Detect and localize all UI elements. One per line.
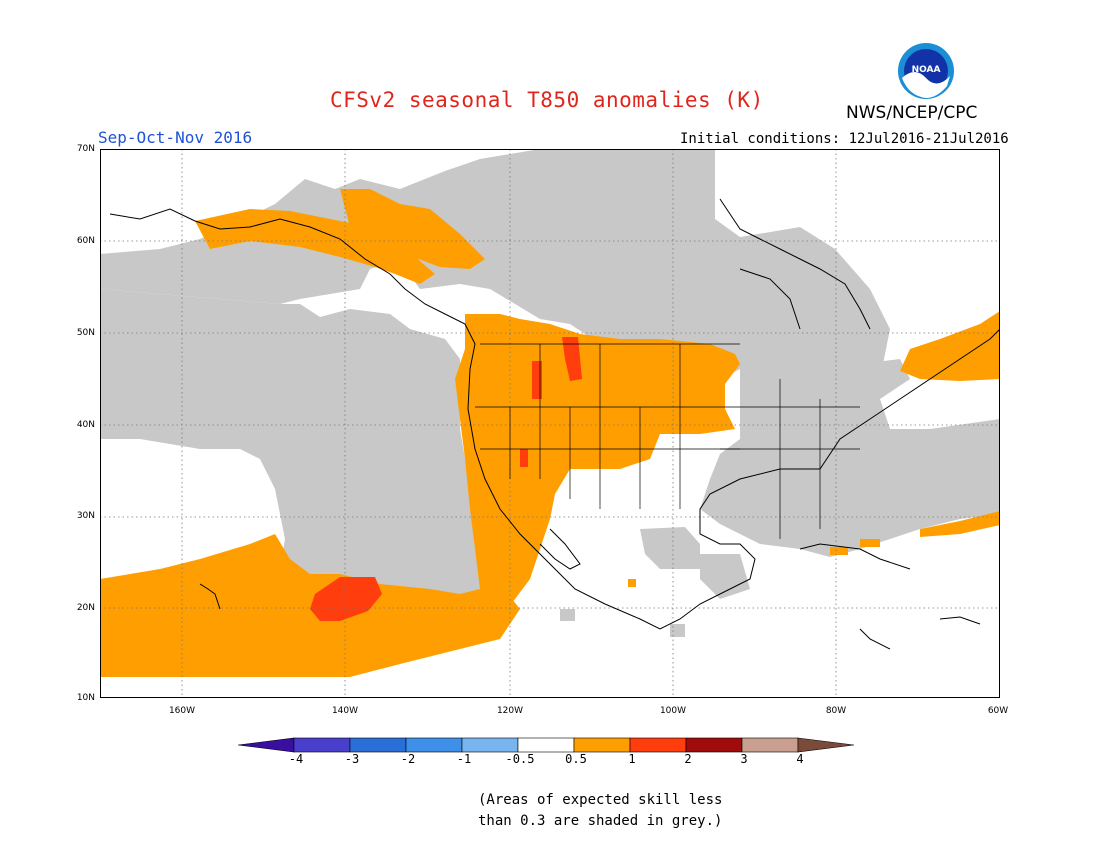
colorbar-label: -2 bbox=[400, 752, 416, 766]
lat-label: 10N bbox=[76, 693, 95, 703]
lon-label: 100W bbox=[659, 706, 687, 716]
colorbar-cell bbox=[629, 737, 687, 753]
anomaly-map bbox=[100, 149, 1000, 698]
colorbar bbox=[238, 737, 855, 753]
colorbar-cell bbox=[349, 737, 407, 753]
colorbar-label: -4 bbox=[288, 752, 304, 766]
colorbar-cell bbox=[797, 737, 855, 753]
colorbar-cell bbox=[405, 737, 463, 753]
map-gridlines bbox=[100, 149, 1000, 698]
colorbar-label: 0.5 bbox=[565, 752, 587, 766]
lon-label: 160W bbox=[168, 706, 196, 716]
skill-note-line2: than 0.3 are shaded in grey.) bbox=[478, 813, 723, 829]
skill-note-line1: (Areas of expected skill less bbox=[478, 792, 723, 808]
colorbar-label: 4 bbox=[796, 752, 804, 766]
coastlines bbox=[109, 198, 1000, 650]
state-boundaries bbox=[475, 343, 860, 539]
lon-label: 140W bbox=[331, 706, 359, 716]
colorbar-cell bbox=[573, 737, 631, 753]
lon-label: 60W bbox=[987, 706, 1009, 716]
orange-anomaly-regions bbox=[100, 189, 1000, 677]
initial-conditions-label: Initial conditions: 12Jul2016-21Jul2016 bbox=[680, 131, 1009, 147]
lat-label: 40N bbox=[76, 420, 95, 430]
colorbar-label: -3 bbox=[344, 752, 360, 766]
lat-label: 30N bbox=[76, 511, 95, 521]
noaa-logo: NOAA bbox=[898, 43, 954, 99]
colorbar-label: -1 bbox=[456, 752, 472, 766]
lat-label: 60N bbox=[76, 236, 95, 246]
lon-label: 120W bbox=[496, 706, 524, 716]
organization-label: NWS/NCEP/CPC bbox=[846, 103, 978, 123]
colorbar-cell bbox=[461, 737, 519, 753]
colorbar-cell bbox=[517, 737, 575, 753]
skill-note: (Areas of expected skill less than 0.3 a… bbox=[478, 790, 722, 832]
colorbar-label: 1 bbox=[628, 752, 636, 766]
colorbar-cell bbox=[685, 737, 743, 753]
colorbar-label: -0.5 bbox=[505, 752, 535, 766]
map-title: CFSv2 seasonal T850 anomalies (K) bbox=[330, 88, 764, 112]
lon-label: 80W bbox=[825, 706, 847, 716]
grey-low-skill-regions bbox=[100, 149, 1000, 637]
lat-label: 70N bbox=[76, 144, 95, 154]
noaa-logo-text: NOAA bbox=[912, 65, 941, 75]
colorbar-cell bbox=[741, 737, 799, 753]
colorbar-label: 2 bbox=[684, 752, 692, 766]
season-label: Sep-Oct-Nov 2016 bbox=[98, 128, 253, 147]
red-anomaly-regions bbox=[310, 337, 582, 621]
colorbar-label: 3 bbox=[740, 752, 748, 766]
colorbar-cell bbox=[293, 737, 351, 753]
lat-label: 20N bbox=[76, 603, 95, 613]
lat-label: 50N bbox=[76, 328, 95, 338]
colorbar-cell bbox=[238, 737, 295, 753]
